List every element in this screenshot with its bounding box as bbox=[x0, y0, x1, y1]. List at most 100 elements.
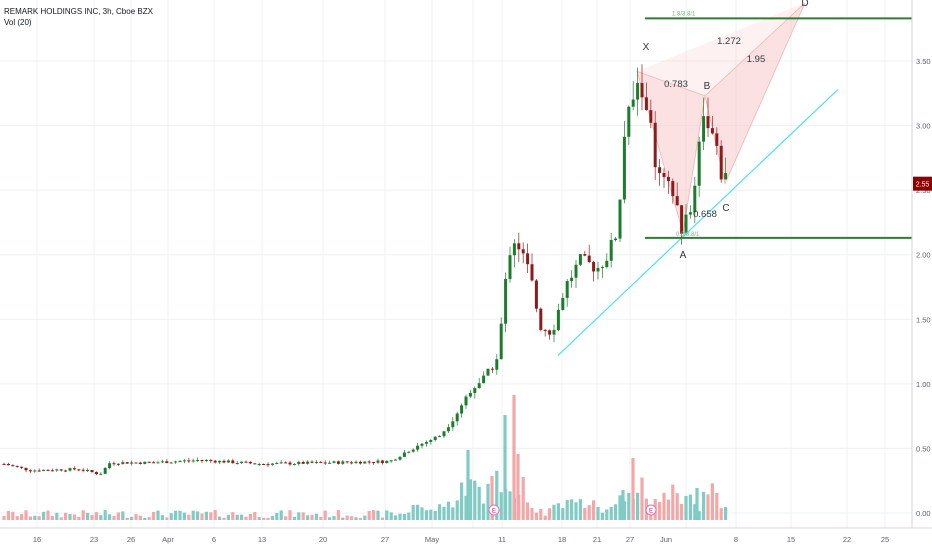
price-axis[interactable]: 0.000.501.001.502.002.503.003.502.55 bbox=[911, 0, 932, 528]
candle-body bbox=[596, 268, 600, 272]
volume-bar bbox=[614, 504, 618, 520]
candle-body bbox=[15, 465, 19, 467]
volume-bar bbox=[534, 512, 538, 520]
candle-body bbox=[314, 461, 318, 463]
volume-bar bbox=[438, 504, 442, 520]
volume-bar bbox=[675, 493, 679, 520]
candle-body bbox=[442, 431, 446, 437]
volume-bar bbox=[583, 507, 587, 520]
x-tick-label: 22 bbox=[843, 535, 851, 544]
volume-bar bbox=[196, 511, 200, 520]
candle-body bbox=[464, 396, 468, 406]
ratio-label: 0.783 bbox=[664, 79, 688, 90]
volume-bar bbox=[358, 517, 362, 520]
volume-bar bbox=[695, 488, 699, 520]
volume-bar bbox=[130, 516, 134, 520]
candle-body bbox=[213, 460, 217, 463]
candle-body bbox=[482, 375, 486, 384]
candle-body bbox=[64, 470, 68, 472]
candle-body bbox=[499, 323, 503, 360]
volume-bar bbox=[578, 499, 582, 520]
candle-body bbox=[165, 461, 169, 464]
chart-legend: REMARK HOLDINGS INC, 3h, Cboe BZX Vol (2… bbox=[4, 6, 153, 28]
volume-bar bbox=[499, 492, 503, 520]
candle-body bbox=[341, 461, 345, 464]
volume-bar bbox=[350, 516, 354, 520]
volume-bar bbox=[174, 510, 178, 520]
volume-bar bbox=[702, 491, 706, 520]
volume-bar bbox=[15, 516, 19, 520]
volume-bar bbox=[486, 483, 490, 520]
pattern-point-label: B bbox=[704, 81, 711, 92]
candle-body bbox=[169, 462, 173, 464]
candle-body bbox=[345, 461, 349, 463]
volume-bar bbox=[464, 495, 468, 520]
volume-bar bbox=[112, 515, 116, 520]
candle-body bbox=[68, 468, 72, 471]
x-tick-label: May bbox=[425, 535, 439, 544]
candle-body bbox=[20, 466, 24, 468]
volume-bar bbox=[121, 511, 125, 520]
candle-body bbox=[226, 460, 230, 463]
candle-body bbox=[468, 392, 472, 397]
volume-bar bbox=[693, 504, 697, 520]
candle-body bbox=[451, 421, 455, 428]
volume-bar bbox=[301, 512, 305, 520]
volume-bar bbox=[411, 505, 415, 520]
candle-body bbox=[521, 249, 525, 254]
volume-bar bbox=[451, 507, 455, 520]
time-axis[interactable]: 16 23 26 Apr 6 13 20 27 May 11 18 21 27 Jun 8 15 22 25 bbox=[0, 527, 932, 544]
volume-bar bbox=[244, 516, 248, 520]
volume-bar bbox=[46, 510, 50, 520]
volume-bar bbox=[398, 513, 402, 520]
volume-bar bbox=[473, 480, 477, 520]
x-tick-label: 11 bbox=[498, 535, 506, 544]
candle-body bbox=[363, 461, 367, 464]
volume-bar bbox=[706, 494, 710, 520]
candle-body bbox=[292, 463, 296, 465]
volume-bar bbox=[292, 516, 296, 520]
volume-bar bbox=[231, 512, 235, 520]
volume-bar bbox=[77, 516, 81, 520]
y-tick-label: 0.00 bbox=[916, 509, 931, 518]
volume-bar bbox=[433, 511, 437, 520]
volume-bar bbox=[332, 516, 336, 520]
candle-body bbox=[504, 278, 508, 324]
candle-body bbox=[460, 405, 464, 414]
volume-bar bbox=[297, 512, 301, 520]
pattern-point-label: C bbox=[722, 203, 729, 214]
candle-body bbox=[578, 254, 582, 265]
volume-bar bbox=[59, 517, 63, 520]
x-tick-label: 16 bbox=[33, 535, 41, 544]
candle-body bbox=[332, 461, 336, 463]
candle-body bbox=[600, 267, 604, 269]
y-tick-label: 2.00 bbox=[916, 251, 931, 260]
volume-bar bbox=[407, 512, 411, 520]
volume-bar bbox=[684, 495, 688, 520]
x-tick-label: Apr bbox=[162, 535, 174, 544]
volume-bar bbox=[270, 516, 274, 520]
candle-body bbox=[649, 110, 653, 123]
candle-body bbox=[130, 462, 134, 464]
volume-bar bbox=[671, 484, 675, 520]
volume-bar bbox=[631, 458, 635, 520]
volume-bar bbox=[266, 517, 270, 520]
candle-body bbox=[556, 309, 560, 330]
candle-body bbox=[724, 173, 728, 180]
earnings-marker bbox=[645, 504, 657, 516]
volume-bar bbox=[28, 516, 32, 520]
candle-body bbox=[411, 449, 415, 452]
candle-body bbox=[376, 460, 380, 463]
candle-body bbox=[240, 461, 244, 464]
level-label-top: 1.8/3.8/1 bbox=[672, 11, 696, 17]
x-tick-label: Jun bbox=[660, 535, 672, 544]
pattern-labels: 1.8/3.8/1 0.0/3.8/1 X A B C D 0.783 1.272 1.95 0.6… bbox=[643, 0, 809, 261]
candle-body bbox=[367, 461, 371, 463]
candle-body bbox=[486, 368, 490, 376]
candle-body bbox=[253, 463, 257, 465]
volume-bar bbox=[587, 505, 591, 520]
candle-body bbox=[28, 470, 32, 472]
candle-body bbox=[116, 463, 120, 465]
